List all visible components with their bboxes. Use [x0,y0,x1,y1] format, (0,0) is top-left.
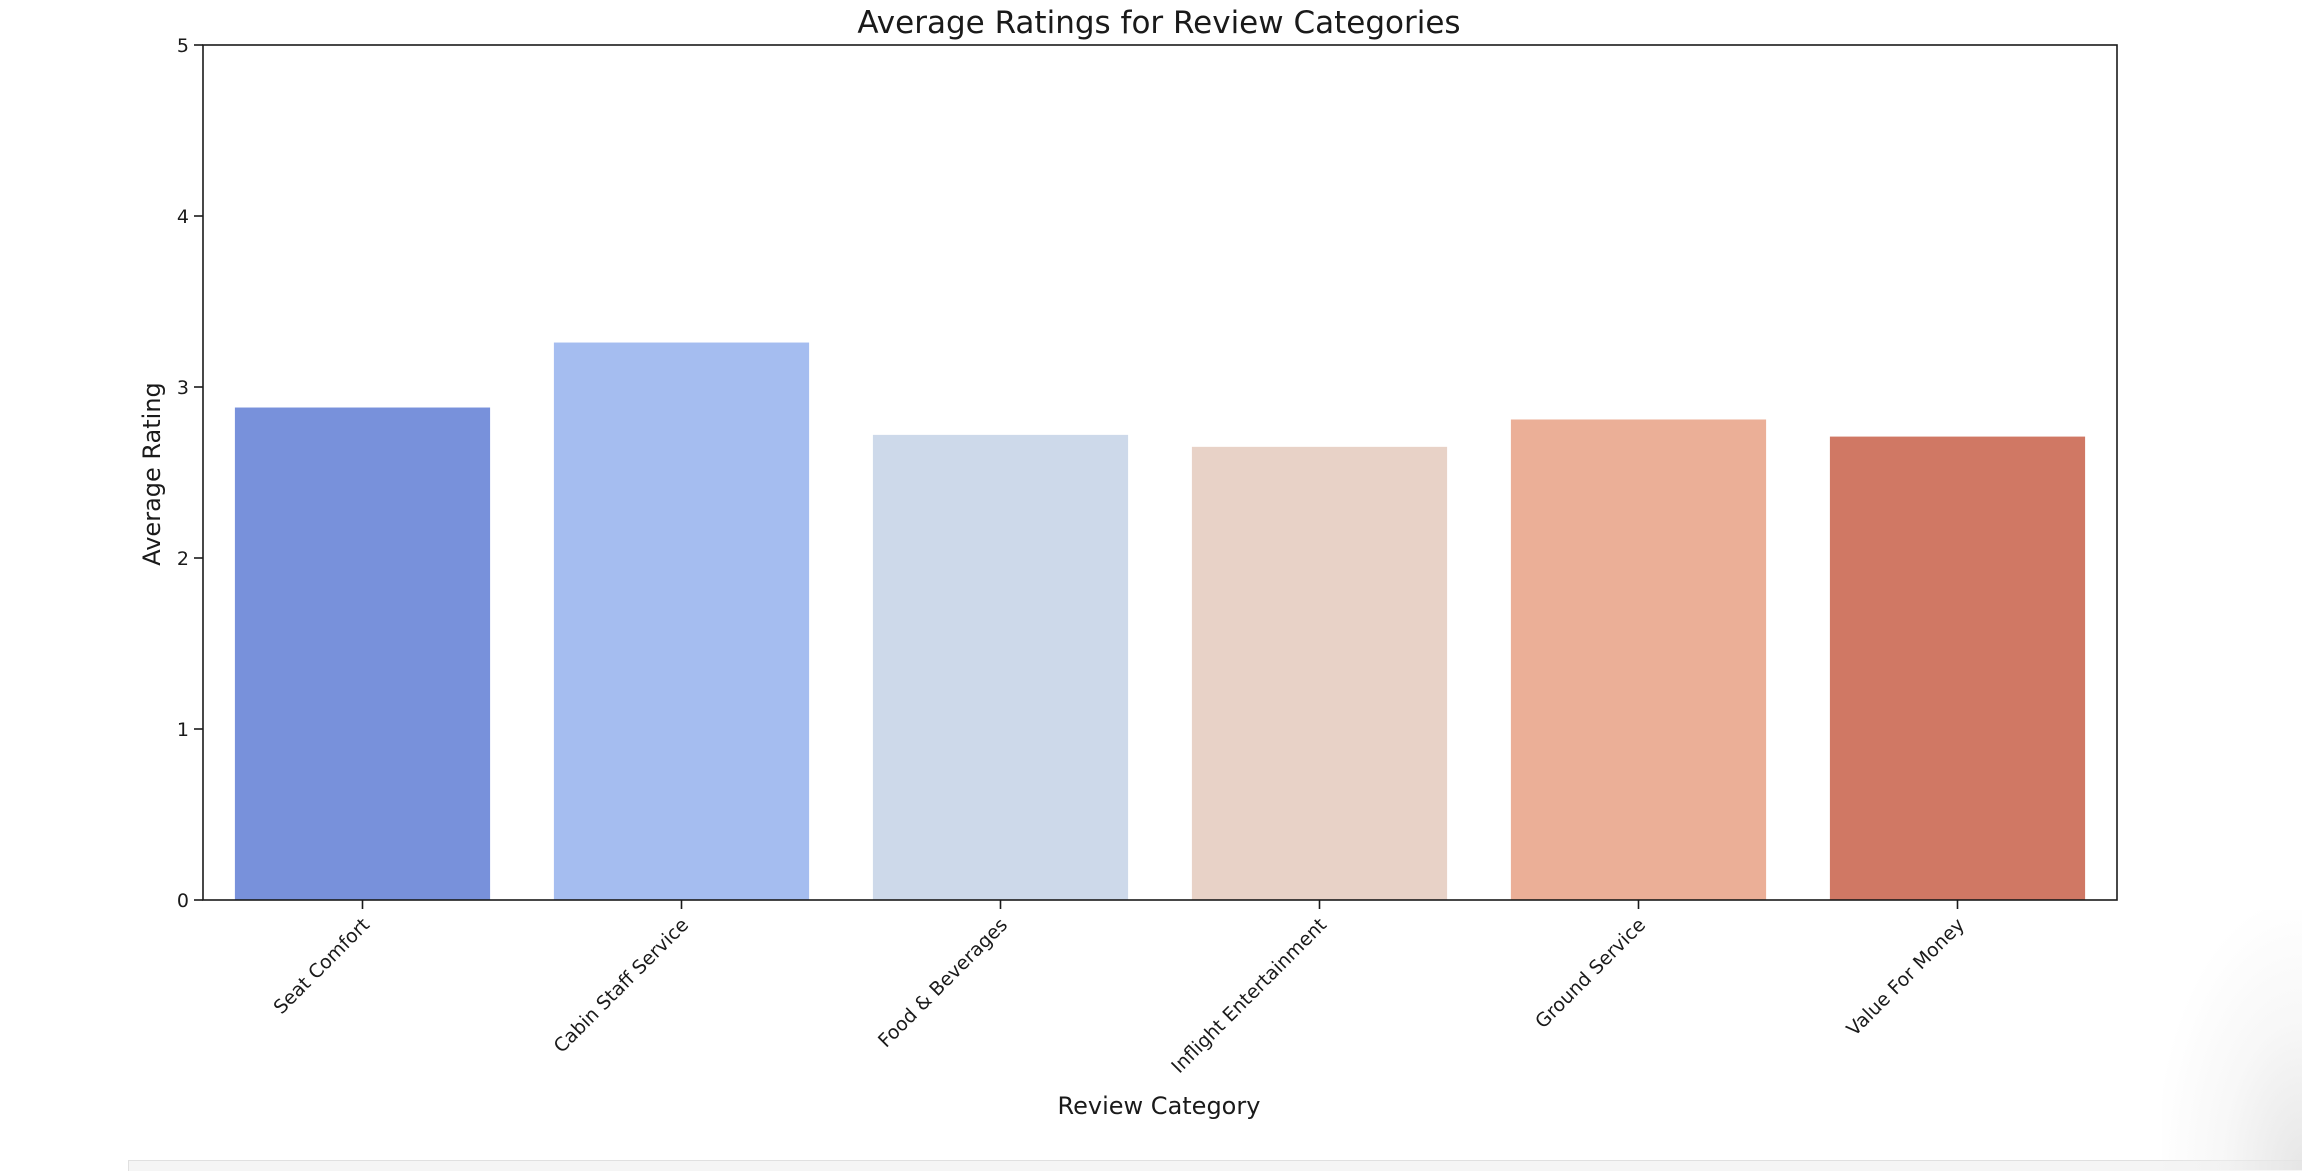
bar-1 [553,342,810,900]
x-tick-label: Inflight Entertainment [1167,914,1331,1078]
bar-3 [1191,446,1448,900]
bar-2 [872,434,1129,900]
x-tick-label: Value For Money [1843,914,1970,1041]
bar-0 [234,407,491,900]
x-tick-label: Cabin Staff Service [550,914,693,1057]
y-axis: 0 1 2 3 4 5 [177,35,203,912]
bar-4 [1510,419,1767,900]
chart-title: Average Ratings for Review Categories [857,5,1460,41]
y-axis-label: Average Rating [138,382,166,566]
x-tick-label: Seat Comfort [269,914,374,1019]
output-cell-strip [128,1160,2302,1171]
plot-frame [202,44,2118,901]
y-tick-label: 5 [177,35,189,57]
y-tick-label: 3 [177,377,189,399]
x-tick-label: Ground Service [1531,914,1650,1033]
y-tick-label: 1 [177,719,189,741]
bar-5 [1829,436,2086,900]
y-tick-label: 2 [177,548,189,570]
bars-group [234,342,2086,900]
x-axis-label: Review Category [1058,1092,1261,1120]
x-axis: Seat Comfort Cabin Staff Service Food & Be… [269,900,1969,1078]
y-tick-label: 0 [177,890,189,912]
y-tick-label: 4 [177,206,189,228]
x-tick-label: Food & Beverages [874,914,1012,1052]
